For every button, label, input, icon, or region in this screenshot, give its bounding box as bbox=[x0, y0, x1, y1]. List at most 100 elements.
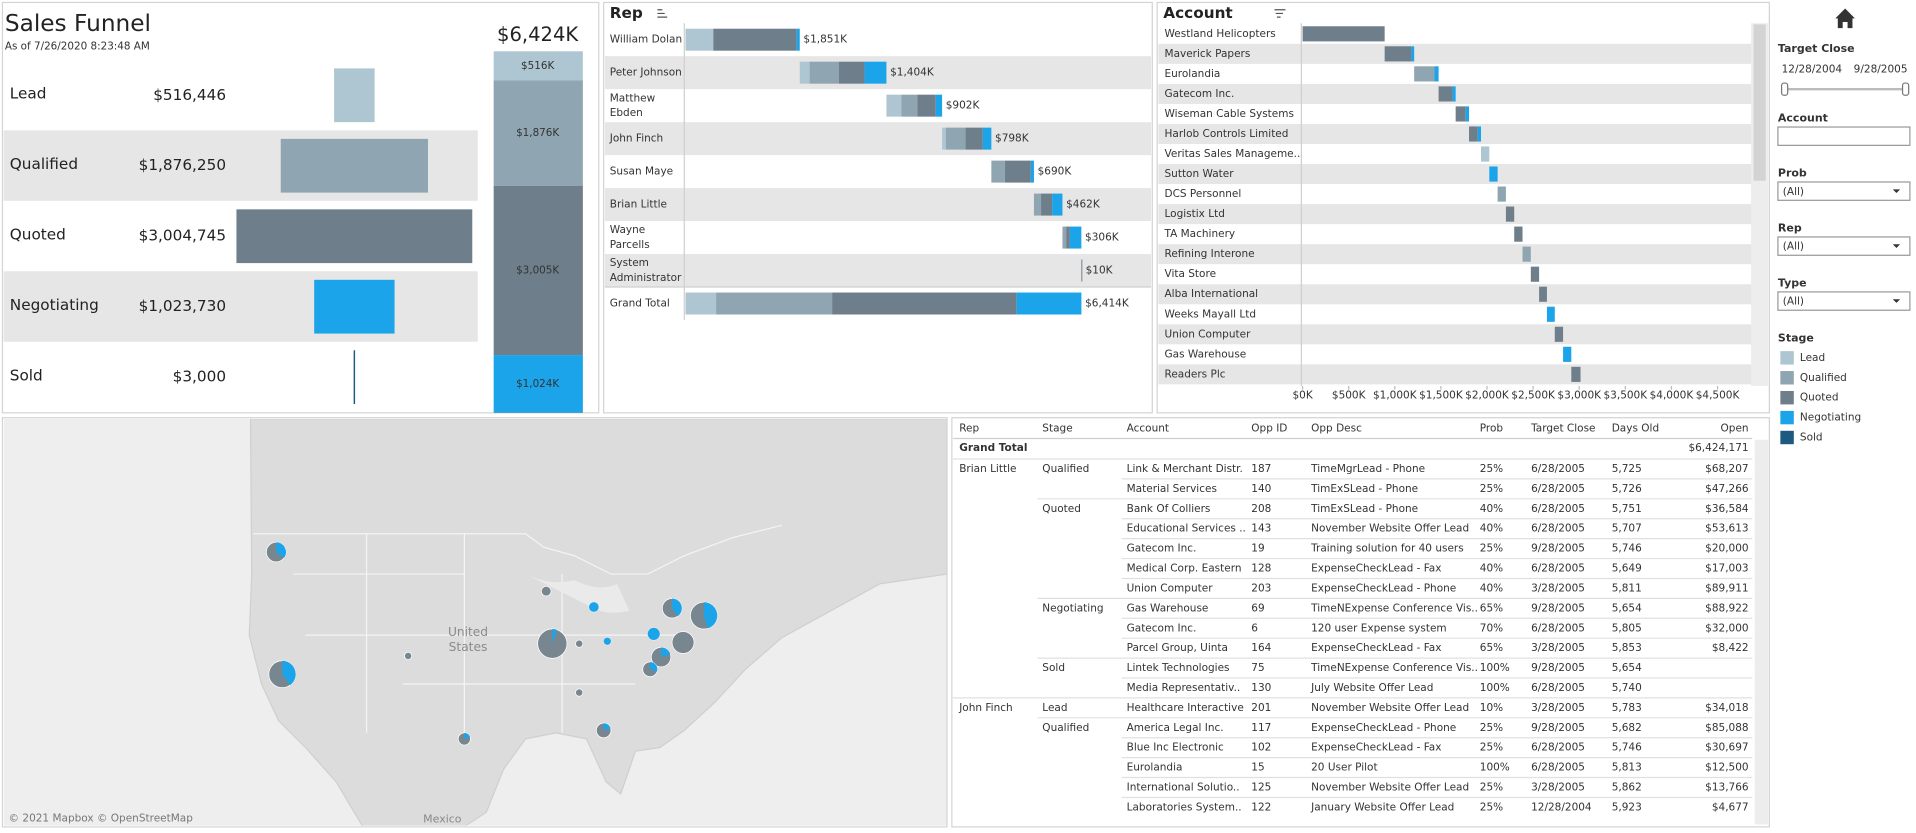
account-bar bbox=[1434, 66, 1439, 82]
table-cell: Parcel Group, Uinta bbox=[1127, 642, 1228, 654]
dropdown-value: (All) bbox=[1783, 296, 1804, 308]
map-marker-slice bbox=[703, 602, 718, 629]
stage-value: $1,876,250 bbox=[139, 156, 226, 174]
rep-name: Wayne bbox=[610, 224, 645, 236]
x-tick-label: $2,500K bbox=[1511, 390, 1556, 402]
table-cell: ExpenseCheckLead - Fax bbox=[1311, 563, 1441, 575]
table-cell: John Finch bbox=[958, 702, 1012, 714]
map-panel bbox=[1, 417, 948, 828]
account-name: Westland Helicopters bbox=[1165, 28, 1276, 40]
stack-label: $1,024K bbox=[516, 378, 560, 390]
map-marker-slice bbox=[603, 637, 611, 645]
rep-bar bbox=[1052, 193, 1063, 216]
rep-bar bbox=[838, 61, 865, 84]
column-header: Opp ID bbox=[1251, 423, 1287, 435]
table-cell: 75 bbox=[1251, 662, 1264, 674]
table-cell: 6/28/2005 bbox=[1531, 483, 1585, 495]
table-cell: $4,677 bbox=[1712, 801, 1749, 813]
rep-bar bbox=[886, 94, 902, 117]
rep-bar bbox=[942, 127, 946, 150]
filter-label: Target Close bbox=[1778, 42, 1855, 55]
table-cell: TimExSLead - Phone bbox=[1310, 503, 1418, 515]
rep-bar bbox=[991, 160, 1005, 183]
dropdown[interactable] bbox=[1777, 291, 1911, 311]
map-marker bbox=[575, 688, 584, 697]
table-cell: 122 bbox=[1251, 801, 1271, 813]
account-name: Union Computer bbox=[1165, 328, 1252, 340]
table-cell: $34,018 bbox=[1705, 702, 1748, 714]
account-row bbox=[1158, 43, 1752, 64]
account-name: Harlob Controls Limited bbox=[1165, 128, 1289, 140]
account-bar bbox=[1505, 206, 1515, 222]
scrollbar-thumb[interactable] bbox=[1753, 24, 1766, 181]
x-tick-label: $4,500K bbox=[1696, 390, 1741, 402]
table-cell: ExpenseCheckLead - Fax bbox=[1311, 742, 1441, 754]
stage-value: $3,004,745 bbox=[139, 227, 226, 245]
column-header: Opp Desc bbox=[1311, 423, 1362, 435]
table-cell: $53,613 bbox=[1705, 523, 1748, 535]
stage-name: Qualified bbox=[10, 155, 78, 173]
funnel-bar bbox=[334, 68, 375, 123]
table-cell: 3/28/2005 bbox=[1531, 582, 1585, 594]
x-tick-label: $3,500K bbox=[1604, 390, 1649, 402]
account-name: Weeks Mayall Ltd bbox=[1165, 308, 1257, 320]
account-bar bbox=[1455, 106, 1466, 122]
sort-icon[interactable] bbox=[657, 9, 668, 18]
legend-label: Qualified bbox=[1800, 372, 1847, 384]
table-cell: 140 bbox=[1251, 483, 1271, 495]
legend-label: Sold bbox=[1800, 432, 1823, 444]
table-cell: $36,584 bbox=[1705, 503, 1749, 515]
legend-swatch[interactable] bbox=[1780, 410, 1794, 425]
table-cell: 25% bbox=[1480, 742, 1503, 754]
table-cell: 5,811 bbox=[1612, 582, 1642, 594]
column-header: Target Close bbox=[1530, 423, 1595, 435]
rep-panel bbox=[603, 1, 1153, 414]
slider-handle[interactable] bbox=[1901, 82, 1910, 96]
account-name: Readers Plc bbox=[1165, 368, 1226, 380]
slider-handle[interactable] bbox=[1780, 82, 1789, 96]
account-row bbox=[1158, 364, 1752, 385]
table-cell: 10% bbox=[1480, 702, 1503, 714]
funnel-bar bbox=[353, 350, 356, 405]
table-cell: 6/28/2005 bbox=[1531, 523, 1585, 535]
map[interactable]: United States Mexico bbox=[3, 418, 948, 833]
scrollbar bbox=[1754, 439, 1769, 825]
table-cell: ExpenseCheckLead - Fax bbox=[1311, 642, 1441, 654]
map-marker-slice bbox=[282, 660, 296, 686]
rep-total: $10K bbox=[1086, 265, 1114, 277]
legend-swatch[interactable] bbox=[1780, 430, 1794, 445]
account-name: TA Machinery bbox=[1164, 228, 1236, 240]
legend-swatch[interactable] bbox=[1780, 351, 1794, 365]
rep-bar bbox=[685, 292, 717, 315]
legend-label: Lead bbox=[1800, 352, 1825, 364]
table-cell: 6 bbox=[1251, 622, 1258, 634]
panel-title: Account bbox=[1163, 4, 1232, 22]
dropdown[interactable] bbox=[1777, 236, 1911, 256]
table-cell: 100% bbox=[1480, 662, 1510, 674]
home-icon[interactable] bbox=[1835, 8, 1855, 29]
country-label: Mexico bbox=[423, 813, 462, 826]
table-cell: 5,862 bbox=[1612, 782, 1642, 794]
dropdown[interactable] bbox=[1777, 181, 1911, 201]
account-input[interactable] bbox=[1777, 126, 1911, 146]
table-cell: 6/28/2005 bbox=[1531, 503, 1585, 515]
table-cell: 100% bbox=[1480, 682, 1510, 694]
sort-icon[interactable] bbox=[1274, 9, 1286, 18]
stack-label: $516K bbox=[521, 60, 555, 72]
table-cell: 5,682 bbox=[1612, 722, 1642, 734]
rep-bar bbox=[685, 28, 714, 51]
table-cell: Educational Services .. bbox=[1127, 523, 1246, 535]
dropdown-arrow bbox=[1892, 189, 1901, 193]
table-cell: 6/28/2005 bbox=[1531, 563, 1585, 575]
legend-swatch[interactable] bbox=[1780, 371, 1794, 385]
table-cell: 5,813 bbox=[1612, 762, 1642, 774]
table-cell: July Website Offer Lead bbox=[1310, 682, 1433, 694]
account-bar bbox=[1438, 86, 1453, 102]
stage-name: Sold bbox=[10, 366, 43, 384]
rep-total: $690K bbox=[1038, 166, 1073, 178]
table-cell: Blue Inc Electronic bbox=[1127, 742, 1224, 754]
legend-swatch[interactable] bbox=[1780, 390, 1794, 405]
rep-bar bbox=[1016, 292, 1082, 315]
table-cell: Material Services bbox=[1127, 483, 1217, 495]
account-bar bbox=[1539, 286, 1547, 302]
